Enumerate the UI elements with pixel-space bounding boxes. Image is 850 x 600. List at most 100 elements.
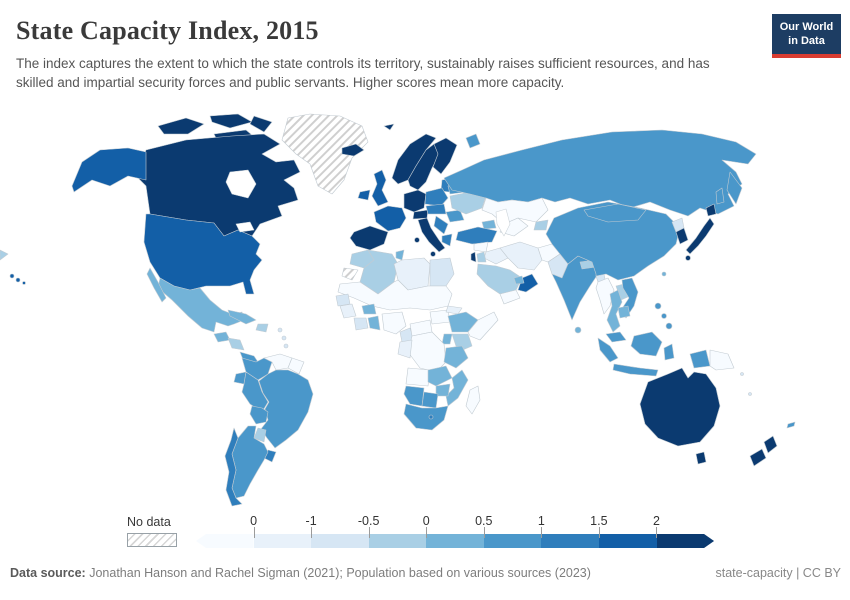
country-yemen[interactable]: [499, 289, 521, 305]
country-thailand[interactable]: [606, 289, 623, 333]
country-sahel-band[interactable]: [337, 279, 453, 311]
country-sakhalin[interactable]: [715, 187, 725, 205]
country-senegal[interactable]: [335, 293, 351, 307]
country-philippines[interactable]: [661, 313, 667, 319]
country-south-africa[interactable]: [403, 403, 449, 431]
country-new-zealand[interactable]: [749, 448, 767, 467]
country-japan[interactable]: [705, 203, 717, 217]
country-kyrgyzstan-tajikistan[interactable]: [533, 219, 549, 231]
country-chile[interactable]: [224, 427, 243, 507]
country-greenland[interactable]: [281, 113, 369, 195]
country-peru[interactable]: [241, 371, 269, 413]
country-greece[interactable]: [441, 233, 453, 247]
country-indonesia-sulawesi[interactable]: [663, 343, 675, 361]
country-germany[interactable]: [403, 189, 427, 213]
country-australia[interactable]: [639, 367, 721, 447]
country-congo-gabon[interactable]: [397, 339, 413, 359]
legend-segment[interactable]: [196, 534, 254, 548]
country-hawaii[interactable]: [15, 277, 21, 283]
country-melanesia[interactable]: [740, 372, 744, 376]
country-israel[interactable]: [470, 251, 477, 263]
country-indonesia-papua[interactable]: [689, 349, 711, 369]
country-indonesia-java[interactable]: [612, 363, 659, 377]
country-mongolia[interactable]: [583, 203, 647, 223]
country-borneo[interactable]: [630, 331, 663, 357]
country-madagascar[interactable]: [465, 385, 481, 415]
country-mexico-baja[interactable]: [146, 267, 167, 303]
country-botswana[interactable]: [421, 391, 439, 409]
legend-segment[interactable]: [657, 534, 715, 548]
legend-segment[interactable]: [598, 534, 657, 548]
country-guinea[interactable]: [339, 303, 357, 319]
owid-logo[interactable]: Our World in Data: [772, 14, 841, 58]
country-jordan[interactable]: [476, 251, 487, 263]
country-melanesia[interactable]: [748, 392, 752, 396]
country-turkey[interactable]: [455, 226, 498, 245]
country-malaysia[interactable]: [605, 331, 627, 343]
country-ireland[interactable]: [357, 189, 371, 201]
country-somalia[interactable]: [467, 311, 499, 341]
country-mozambique[interactable]: [445, 369, 469, 407]
country-sicily[interactable]: [430, 251, 436, 257]
country-novaya-zemlya[interactable]: [465, 133, 481, 149]
country-hawaii[interactable]: [9, 273, 15, 279]
country-balkans[interactable]: [433, 215, 449, 235]
country-antilles[interactable]: [281, 335, 287, 341]
country-south-korea[interactable]: [675, 227, 689, 245]
country-kamchatka[interactable]: [726, 171, 743, 205]
country-dr-congo[interactable]: [407, 331, 447, 373]
country-new-zealand[interactable]: [763, 435, 778, 454]
legend-segment[interactable]: [311, 534, 369, 548]
country-uk[interactable]: [371, 169, 389, 207]
country-angola[interactable]: [405, 367, 431, 387]
country-antilles[interactable]: [283, 343, 289, 349]
country-tanzania[interactable]: [443, 345, 469, 369]
country-romania[interactable]: [445, 209, 465, 223]
country-burkina-faso[interactable]: [361, 303, 377, 315]
country-namibia[interactable]: [403, 385, 425, 407]
country-philippines[interactable]: [654, 302, 662, 310]
legend-segment[interactable]: [368, 534, 427, 548]
country-sri-lanka[interactable]: [574, 326, 582, 334]
country-zambia[interactable]: [427, 365, 453, 387]
country-uganda[interactable]: [441, 333, 453, 345]
country-italy[interactable]: [417, 217, 446, 253]
country-cambodia[interactable]: [617, 305, 631, 319]
country-fiji[interactable]: [786, 421, 796, 429]
country-iceland[interactable]: [341, 143, 365, 157]
country-uae-qatar[interactable]: [513, 275, 525, 285]
legend-segment[interactable]: [541, 534, 599, 548]
country-ivory-coast[interactable]: [353, 317, 369, 331]
country-guyanas[interactable]: [287, 357, 305, 375]
legend-segment[interactable]: [426, 534, 484, 548]
country-western-sahara[interactable]: [341, 267, 359, 281]
legend-no-data-swatch[interactable]: [127, 533, 177, 547]
country-canada-arctic[interactable]: [249, 115, 273, 133]
country-iran[interactable]: [499, 241, 543, 271]
country-honduras-nicaragua[interactable]: [227, 337, 245, 351]
country-guatemala[interactable]: [213, 331, 231, 343]
country-bolivia[interactable]: [249, 405, 269, 425]
country-zimbabwe[interactable]: [435, 383, 451, 397]
country-canada-arctic[interactable]: [157, 117, 205, 135]
country-france[interactable]: [373, 205, 407, 232]
country-hawaii[interactable]: [22, 281, 26, 285]
country-finland[interactable]: [432, 137, 458, 175]
country-myanmar[interactable]: [595, 277, 615, 315]
country-hispaniola[interactable]: [255, 323, 269, 333]
country-paraguay[interactable]: [253, 427, 267, 443]
country-philippines[interactable]: [665, 322, 673, 330]
country-alaska[interactable]: [71, 147, 147, 193]
country-japan[interactable]: [685, 217, 715, 255]
legend-segment[interactable]: [253, 534, 312, 548]
country-tunisia[interactable]: [395, 249, 405, 261]
country-brazil[interactable]: [258, 369, 314, 449]
country-spain-portugal[interactable]: [349, 225, 389, 251]
country-cuba[interactable]: [227, 309, 257, 325]
country-japan[interactable]: [685, 255, 691, 261]
country-tasmania[interactable]: [695, 451, 707, 465]
country-mexico[interactable]: [157, 277, 245, 333]
country-syria[interactable]: [473, 241, 489, 253]
country-norway[interactable]: [391, 133, 437, 185]
country-caucasus[interactable]: [481, 219, 497, 230]
